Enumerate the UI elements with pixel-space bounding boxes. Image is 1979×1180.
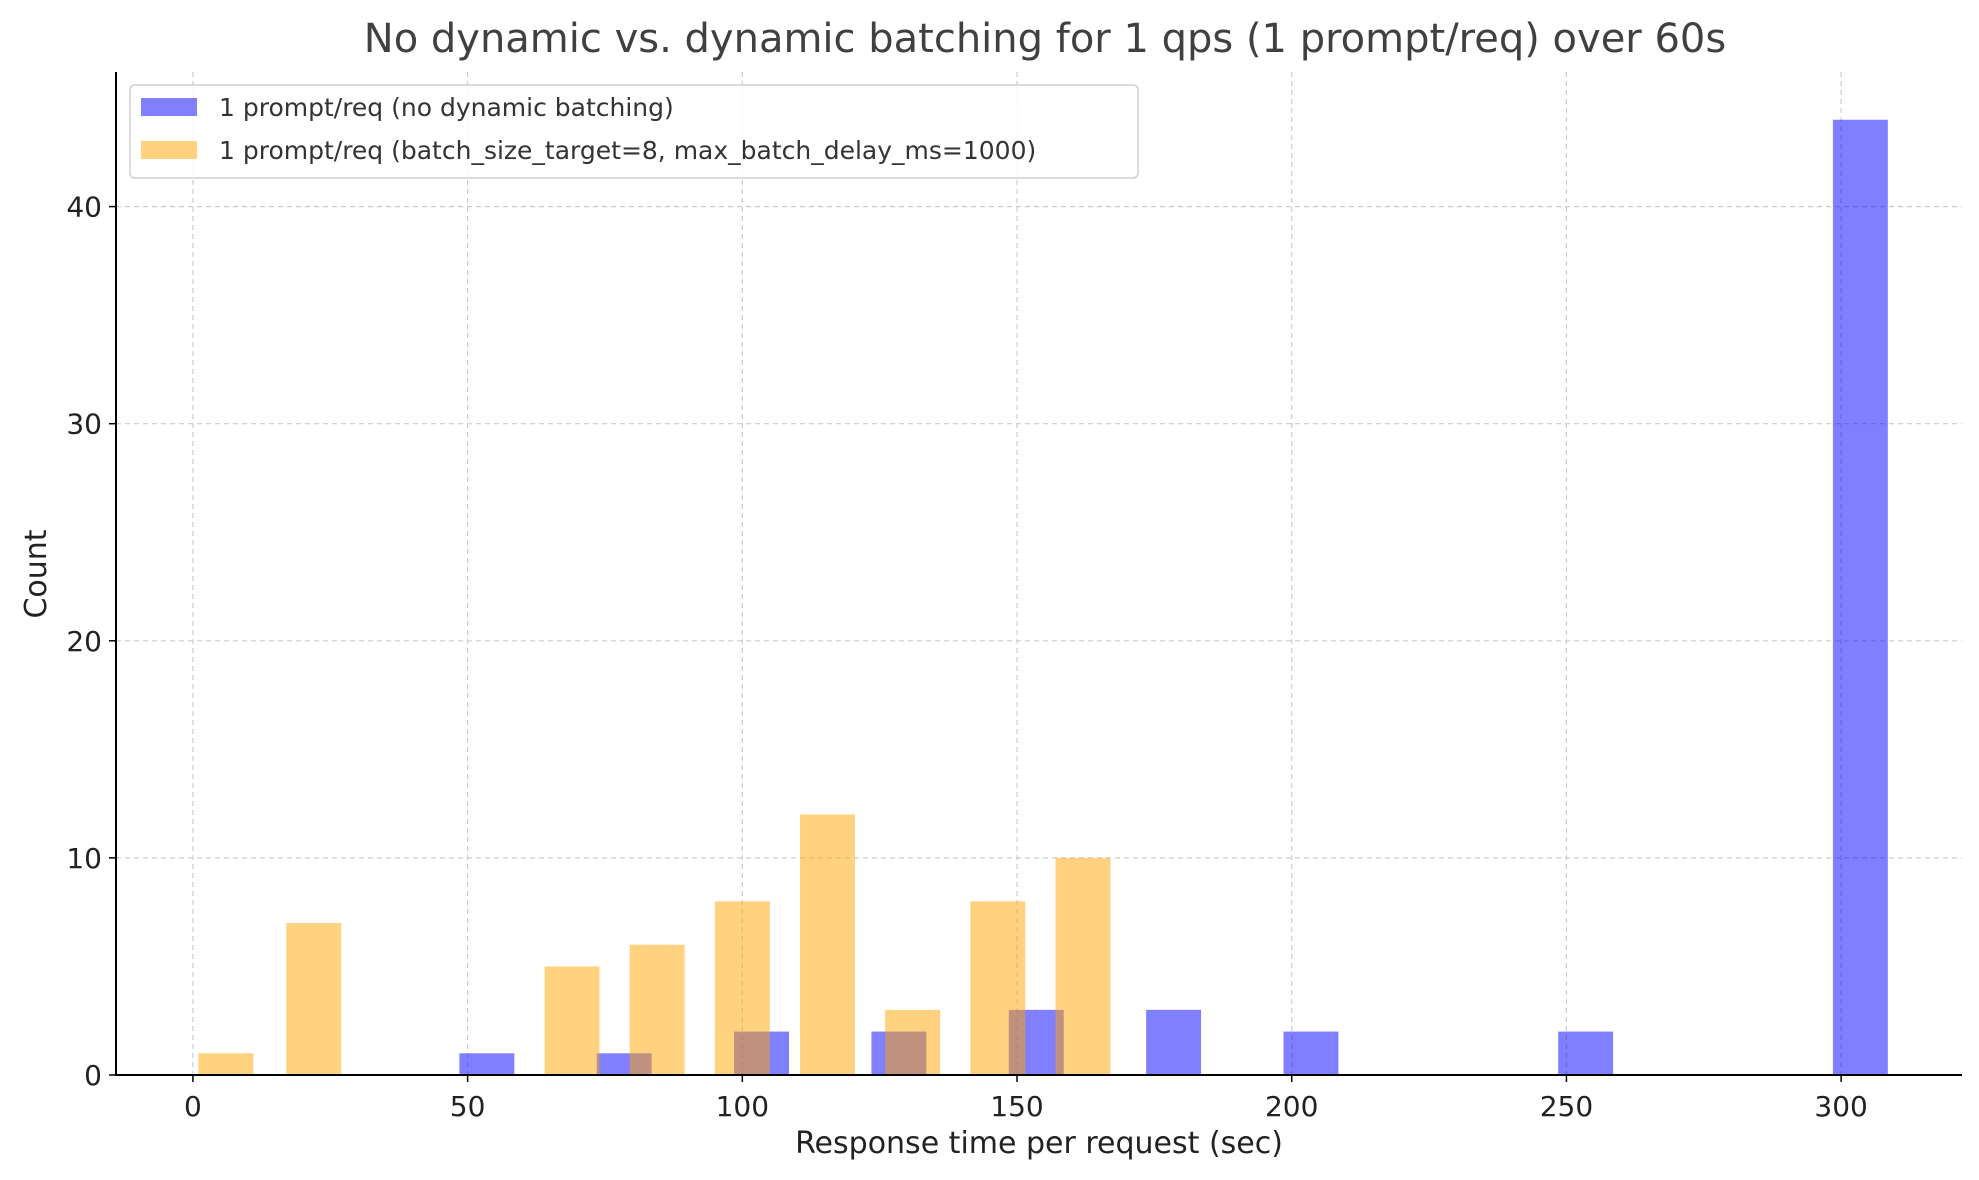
bar-series1-7 (970, 901, 1026, 1075)
bar-series0-0 (459, 1053, 515, 1075)
bar-series1-4 (714, 901, 770, 1075)
x-tick-label: 200 (1265, 1090, 1318, 1123)
bar-series1-5 (800, 814, 855, 1075)
y-tick-label: 30 (66, 408, 102, 441)
x-tick-label: 50 (450, 1090, 486, 1123)
y-tick-label: 40 (66, 191, 102, 224)
chart-title: No dynamic vs. dynamic batching for 1 qp… (364, 16, 1726, 62)
x-axis-label: Response time per request (sec) (795, 1126, 1283, 1161)
legend-label-no-dynamic: 1 prompt/req (no dynamic batching) (219, 93, 674, 122)
bar-series1-8 (1055, 857, 1111, 1075)
x-tick-label: 150 (990, 1090, 1043, 1123)
legend: 1 prompt/req (no dynamic batching) 1 pro… (129, 84, 1139, 179)
y-tick-label: 20 (66, 625, 102, 658)
y-tick-label: 0 (84, 1059, 102, 1092)
legend-box (129, 84, 1139, 179)
bar-series1-3 (629, 944, 685, 1075)
legend-swatch-dynamic (141, 141, 197, 159)
x-tick-label: 250 (1540, 1090, 1593, 1123)
bar-series0-8 (1832, 119, 1888, 1075)
bar-series1-0 (198, 1053, 254, 1075)
bar-series1-2 (544, 966, 600, 1075)
ticks: 0 50 100 150 200 250 300 0 10 20 30 40 (66, 191, 1867, 1123)
bar-series0-7 (1558, 1031, 1614, 1075)
legend-swatch-no-dynamic (141, 98, 197, 116)
x-tick-label: 0 (184, 1090, 202, 1123)
legend-label-dynamic: 1 prompt/req (batch_size_target=8, max_b… (219, 136, 1036, 165)
x-tick-label: 100 (716, 1090, 769, 1123)
bar-series0-6 (1283, 1031, 1339, 1075)
bar-series1-1 (286, 923, 342, 1075)
bar-series0-5 (1146, 1009, 1202, 1075)
y-tick-label: 10 (66, 842, 102, 875)
axes (115, 72, 1962, 1076)
grid (116, 72, 1962, 1076)
y-axis-label: Count (19, 529, 54, 618)
x-tick-label: 300 (1814, 1090, 1867, 1123)
bars (198, 119, 1888, 1075)
bar-series1-6 (885, 1009, 941, 1075)
